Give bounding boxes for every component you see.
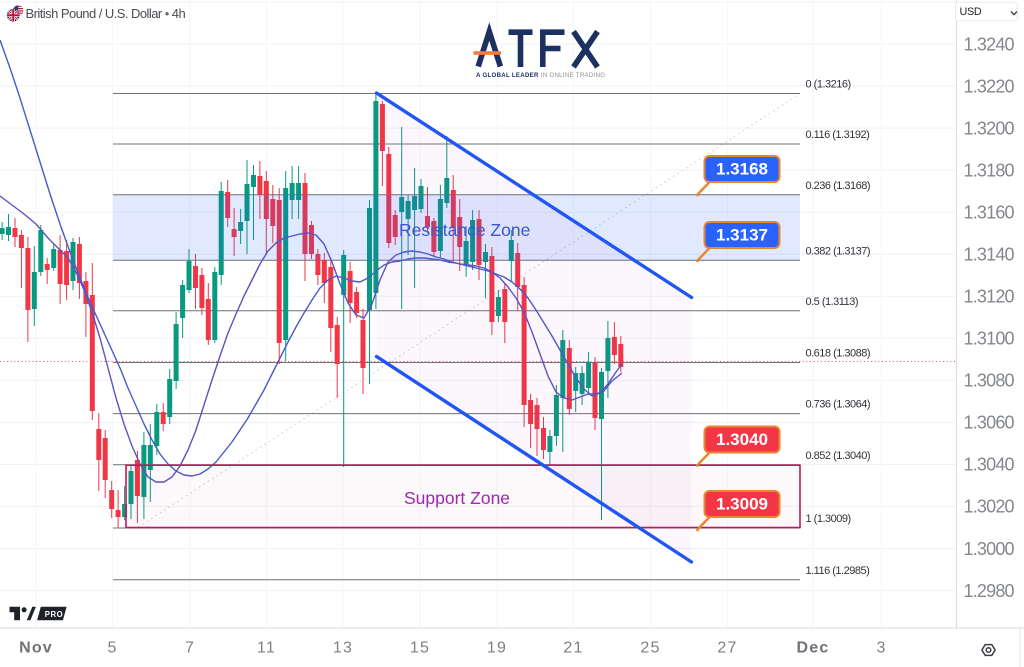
svg-text:1.3009: 1.3009 (716, 495, 768, 514)
svg-text:British Pound / U.S. Dollar •: British Pound / U.S. Dollar • 4h (26, 6, 186, 21)
svg-text:0.382 (1.3137): 0.382 (1.3137) (806, 245, 871, 257)
svg-text:1 (1.3009): 1 (1.3009) (806, 513, 851, 525)
svg-text:25: 25 (640, 640, 660, 657)
svg-text:1.3200: 1.3200 (964, 118, 1015, 138)
svg-text:3: 3 (876, 640, 886, 657)
svg-text:Resistance Zone: Resistance Zone (399, 220, 530, 240)
svg-text:0.116 (1.3192): 0.116 (1.3192) (806, 129, 870, 141)
svg-text:1.3160: 1.3160 (964, 203, 1015, 223)
svg-text:1.3240: 1.3240 (964, 34, 1015, 54)
svg-text:USD: USD (960, 6, 982, 18)
svg-text:Support Zone: Support Zone (404, 488, 510, 508)
svg-text:1.3040: 1.3040 (964, 455, 1015, 475)
svg-text:Nov: Nov (19, 640, 53, 657)
svg-text:1.3040: 1.3040 (716, 430, 768, 449)
svg-text:7: 7 (185, 640, 195, 657)
svg-text:13: 13 (333, 640, 353, 657)
svg-text:27: 27 (717, 640, 737, 657)
svg-text:1.3100: 1.3100 (964, 329, 1015, 349)
svg-text:0.618 (1.3088): 0.618 (1.3088) (806, 348, 871, 360)
svg-text:1.3137: 1.3137 (716, 226, 768, 245)
svg-text:0.736 (1.3064): 0.736 (1.3064) (806, 399, 871, 411)
svg-text:0 (1.3216): 0 (1.3216) (806, 79, 851, 91)
svg-text:1.3140: 1.3140 (964, 245, 1015, 265)
svg-text:1.3060: 1.3060 (964, 413, 1015, 433)
svg-text:1.3120: 1.3120 (964, 287, 1015, 307)
svg-text:1.116 (1.2985): 1.116 (1.2985) (806, 565, 870, 577)
svg-text:11: 11 (257, 640, 276, 657)
svg-text:1.3180: 1.3180 (964, 160, 1015, 180)
svg-text:1.3080: 1.3080 (964, 371, 1015, 391)
svg-text:Dec: Dec (797, 640, 830, 657)
svg-text:PRO: PRO (45, 610, 63, 619)
svg-text:A GLOBAL LEADER IN ONLINE TRAD: A GLOBAL LEADER IN ONLINE TRADING (476, 72, 605, 79)
svg-text:0.236 (1.3168): 0.236 (1.3168) (806, 180, 871, 192)
svg-text:5: 5 (107, 640, 117, 657)
svg-text:0.5 (1.3113): 0.5 (1.3113) (806, 296, 859, 308)
svg-text:15: 15 (410, 640, 430, 657)
svg-text:1.2980: 1.2980 (964, 581, 1015, 601)
svg-text:1.3020: 1.3020 (964, 497, 1015, 517)
svg-text:1.3000: 1.3000 (964, 539, 1015, 559)
svg-text:19: 19 (487, 640, 507, 657)
svg-text:1.3220: 1.3220 (964, 76, 1015, 96)
svg-text:0.852 (1.3040): 0.852 (1.3040) (806, 450, 871, 462)
svg-text:1.3168: 1.3168 (716, 160, 768, 179)
svg-text:21: 21 (563, 640, 583, 657)
